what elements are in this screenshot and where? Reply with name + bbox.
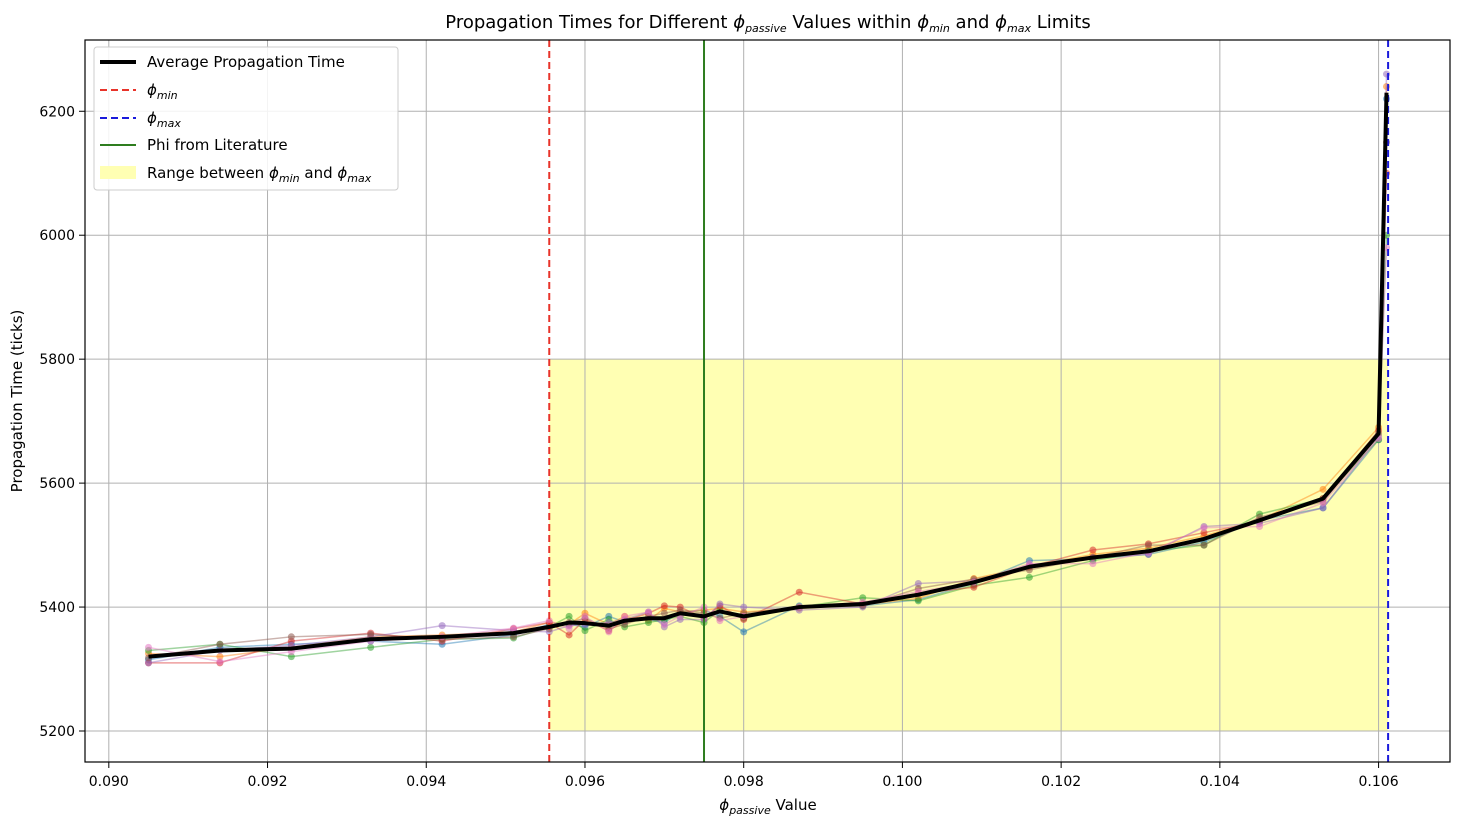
legend: Average Propagation Time ϕmin ϕmax Phi f… (93, 46, 399, 191)
x-axis-label: ϕpassive Value (719, 796, 816, 817)
run-point (581, 612, 589, 620)
run-point (660, 609, 668, 617)
legend-entry-average: Average Propagation Time (147, 53, 345, 71)
chart-title: Propagation Times for Different ϕpassive… (445, 12, 1090, 35)
run-point (144, 659, 152, 667)
run-point (367, 643, 375, 651)
run-point (1200, 529, 1208, 537)
run-point (970, 583, 978, 591)
run-point (1200, 541, 1208, 549)
y-tick-label: 5600 (39, 476, 75, 492)
run-point (1089, 560, 1097, 568)
y-tick-label: 5800 (39, 352, 75, 368)
range-band (549, 359, 1389, 732)
run-point (1256, 522, 1264, 530)
run-point (1319, 485, 1327, 493)
x-tick-label: 0.094 (406, 774, 446, 790)
run-point (716, 600, 724, 608)
legend-entry-phi-min: ϕmin (147, 81, 178, 102)
run-point (1200, 524, 1208, 532)
run-point (740, 603, 748, 611)
legend-entry-literature: Phi from Literature (147, 136, 288, 154)
run-point (216, 653, 224, 661)
x-tick-label: 0.090 (89, 774, 129, 790)
run-point (216, 658, 224, 666)
run-point (438, 622, 446, 630)
x-tick-label: 0.104 (1200, 774, 1240, 790)
average-line (148, 92, 1389, 659)
run-point (510, 624, 518, 632)
y-tick-label: 6200 (39, 104, 75, 120)
run-point (216, 640, 224, 648)
x-tick-label: 0.092 (247, 774, 287, 790)
x-tick-label: 0.100 (882, 774, 922, 790)
run-point (287, 653, 295, 661)
run-point (565, 625, 573, 633)
run-point (144, 643, 152, 651)
run-point (1144, 541, 1152, 549)
x-tick-label: 0.106 (1359, 774, 1399, 790)
run-point (545, 617, 553, 625)
run-point (287, 633, 295, 641)
run-point (565, 612, 573, 620)
run-point (716, 617, 724, 625)
legend-entry-range: Range between ϕmin and ϕmax (147, 164, 372, 185)
run-point (795, 588, 803, 596)
run-point (914, 597, 922, 605)
y-tick-label: 6000 (39, 228, 75, 244)
y-tick-label: 5400 (39, 600, 75, 616)
legend-frame (93, 46, 399, 191)
run-point (367, 630, 375, 638)
x-tick-label: 0.102 (1041, 774, 1081, 790)
run-point (581, 627, 589, 635)
run-point (565, 631, 573, 639)
run-point (605, 628, 613, 636)
y-tick-label: 5200 (39, 724, 75, 740)
run-point (1089, 546, 1097, 554)
run-point (914, 580, 922, 588)
run-point (644, 608, 652, 616)
run-point (644, 619, 652, 627)
legend-swatch-range (100, 166, 136, 179)
run-point (660, 602, 668, 610)
legend-entry-phi-max: ϕmax (147, 109, 181, 130)
y-axis-label: Propagation Time (ticks) (8, 310, 26, 493)
run-point (740, 628, 748, 636)
run-point (1025, 573, 1033, 581)
run-point (1319, 504, 1327, 512)
axes-frame (84, 39, 1451, 763)
run-point (621, 612, 629, 620)
plot-area: 0.090 0.092 0.094 0.096 0.098 0.100 0.102 0.104… (39, 39, 1451, 790)
run-point (660, 620, 668, 628)
x-tick-label: 0.096 (565, 774, 605, 790)
x-tick-label: 0.098 (724, 774, 764, 790)
